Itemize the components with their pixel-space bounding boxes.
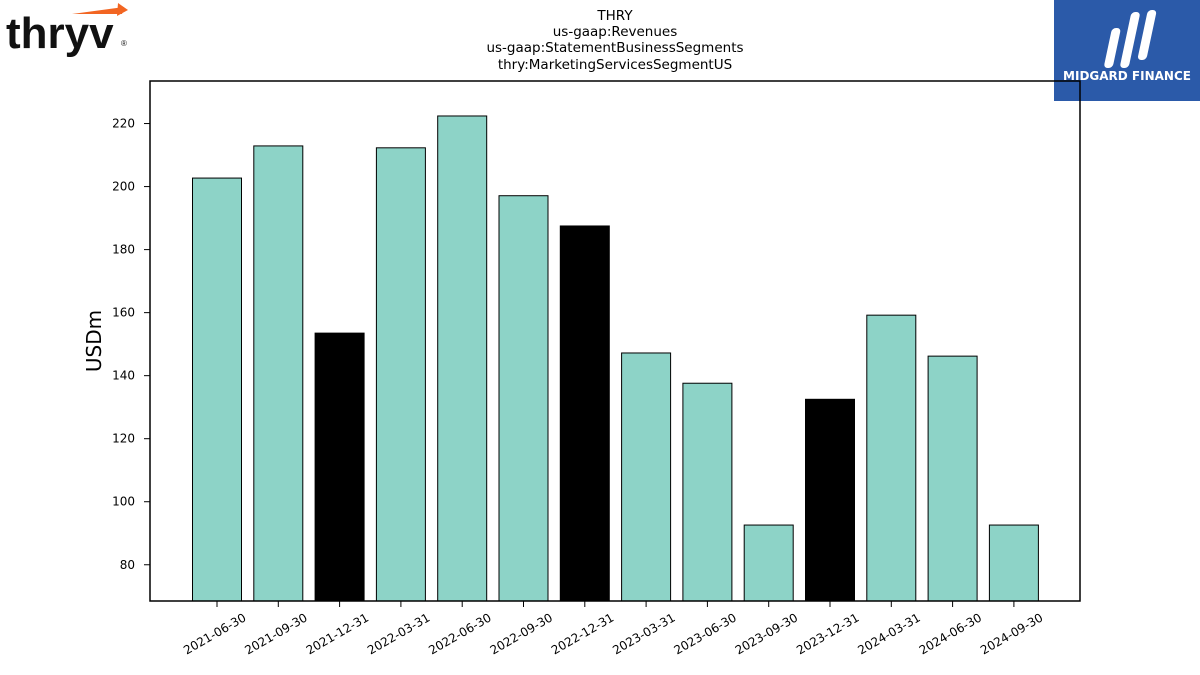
- y-tick-label: 140: [112, 369, 135, 383]
- thryv-logo-text: thryv: [6, 9, 114, 58]
- bar-2021-12-31: [314, 332, 365, 602]
- y-tick-label: 100: [112, 495, 135, 509]
- bar-2024-06-30: [927, 355, 978, 602]
- x-tick-label: 2021-06-30: [181, 610, 248, 657]
- y-tick-label: 80: [120, 558, 135, 572]
- x-tick-label: 2024-09-30: [978, 610, 1045, 657]
- x-tick-label: 2022-09-30: [488, 610, 555, 657]
- bar-2023-12-31: [805, 398, 855, 602]
- x-tick-label: 2022-03-31: [365, 610, 432, 657]
- thryv-logo: thryv ®: [6, 3, 128, 58]
- x-tick-label: 2023-09-30: [733, 610, 800, 657]
- chart-title-line: us-gaap:StatementBusinessSegments: [486, 40, 743, 56]
- bar-2024-03-31: [866, 314, 917, 602]
- chart-title: THRY us-gaap:Revenues us-gaap:StatementB…: [486, 8, 743, 73]
- x-axis: 2021-06-302021-09-302021-12-312022-03-31…: [181, 601, 1045, 657]
- y-axis-label: USDm: [82, 310, 106, 372]
- y-tick-label: 200: [112, 180, 135, 194]
- x-tick-label: 2023-12-31: [794, 610, 861, 657]
- x-tick-label: 2024-03-31: [855, 610, 922, 657]
- y-axis: 80 100 120 140 160 180 200 220: [112, 117, 150, 572]
- bar-2021-06-30: [192, 177, 242, 602]
- x-tick-label: 2022-06-30: [426, 610, 493, 657]
- bar-2023-09-30: [743, 524, 794, 602]
- x-tick-label: 2024-06-30: [917, 610, 984, 657]
- x-tick-label: 2022-12-31: [549, 610, 616, 657]
- chart-title-line: us-gaap:Revenues: [553, 24, 678, 40]
- bar-2022-12-31: [559, 225, 610, 602]
- y-tick-label: 220: [112, 117, 135, 131]
- bar-2023-03-31: [621, 352, 672, 602]
- thryv-logo-mark: ®: [121, 39, 127, 48]
- bar-2022-09-30: [498, 195, 549, 602]
- y-tick-label: 160: [112, 306, 135, 320]
- bar-2023-06-30: [682, 382, 733, 602]
- midgard-finance-logo: MIDGARD FINANCE: [1054, 0, 1200, 101]
- plot-frame: [149, 80, 1081, 602]
- bar-2022-06-30: [437, 115, 488, 602]
- bar-2024-09-30: [988, 524, 1039, 602]
- y-tick-label: 120: [112, 432, 135, 446]
- bar-2022-03-31: [375, 147, 426, 602]
- midgard-finance-logo-text: MIDGARD FINANCE: [1063, 69, 1191, 83]
- x-tick-label: 2023-03-31: [610, 610, 677, 657]
- bar-2021-09-30: [253, 145, 304, 602]
- x-tick-label: 2021-12-31: [304, 610, 371, 657]
- x-tick-label: 2023-06-30: [671, 610, 738, 657]
- bars: [192, 115, 1039, 602]
- chart-title-line: thry:MarketingServicesSegmentUS: [498, 57, 732, 73]
- y-tick-label: 180: [112, 243, 135, 257]
- x-tick-label: 2021-09-30: [242, 610, 309, 657]
- chart-title-line: THRY: [596, 8, 633, 24]
